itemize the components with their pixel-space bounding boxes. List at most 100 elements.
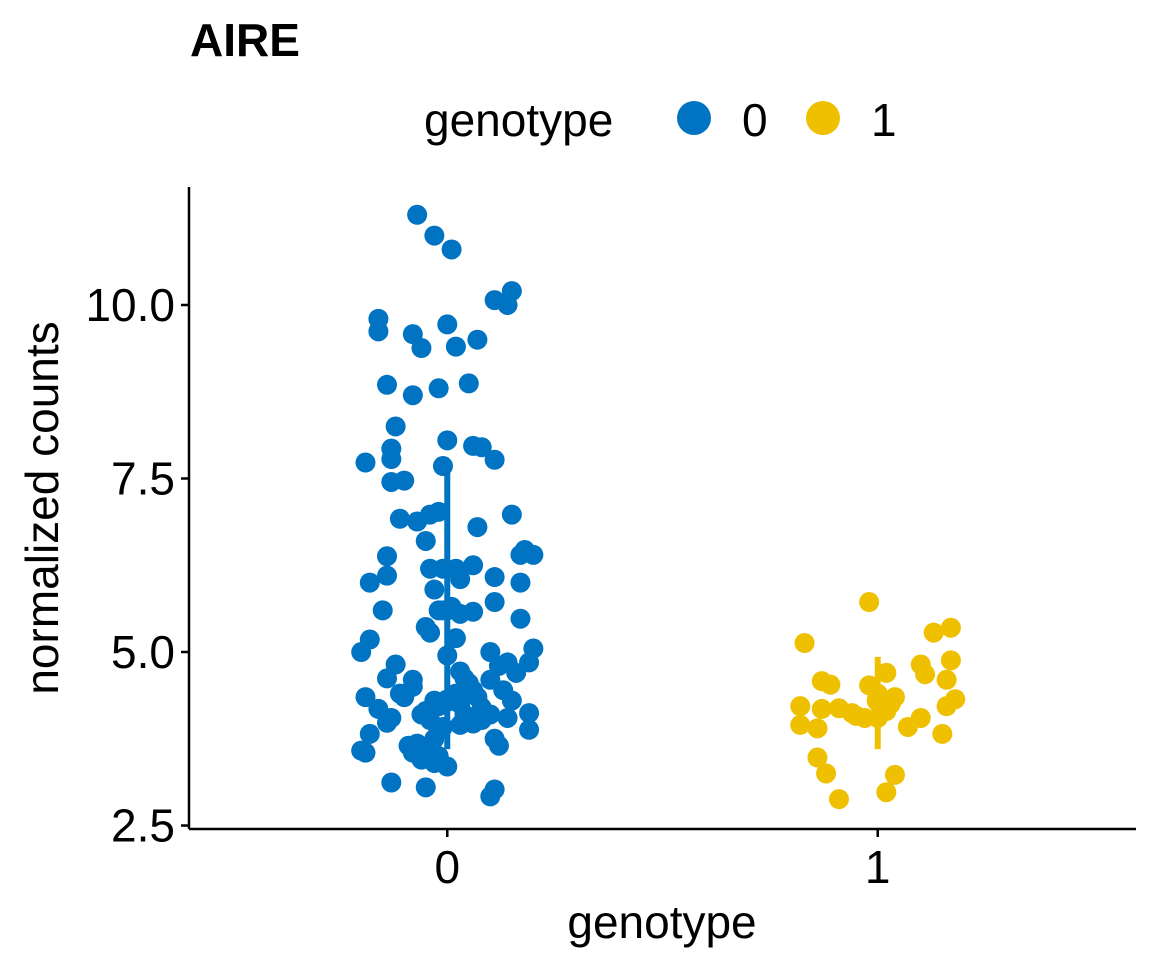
y-tick-label: 7.5 xyxy=(111,453,175,505)
data-point-genotype-1 xyxy=(910,707,931,728)
data-point-genotype-0 xyxy=(497,294,518,315)
data-point-genotype-0 xyxy=(467,329,488,350)
data-point-genotype-0 xyxy=(415,777,436,798)
data-point-genotype-0 xyxy=(428,378,449,399)
data-point-genotype-0 xyxy=(497,707,518,728)
data-point-genotype-0 xyxy=(510,572,531,593)
data-point-genotype-0 xyxy=(463,601,484,622)
data-points xyxy=(351,204,966,810)
data-point-genotype-1 xyxy=(807,747,828,768)
data-point-genotype-1 xyxy=(884,764,905,785)
data-point-genotype-0 xyxy=(501,504,522,525)
data-point-genotype-1 xyxy=(923,622,944,643)
data-point-genotype-0 xyxy=(501,690,522,711)
data-point-genotype-0 xyxy=(411,338,432,359)
x-axis-title: genotype xyxy=(567,896,756,948)
data-point-genotype-0 xyxy=(428,501,449,522)
legend-entry-1: 1 xyxy=(806,94,897,146)
data-point-genotype-0 xyxy=(389,508,410,529)
summary-median-0 xyxy=(436,689,459,712)
data-point-genotype-0 xyxy=(359,572,380,593)
data-point-genotype-0 xyxy=(351,642,372,663)
data-point-genotype-1 xyxy=(816,763,837,784)
data-point-genotype-0 xyxy=(445,336,466,357)
chart-title: AIRE xyxy=(190,14,300,66)
data-point-genotype-1 xyxy=(876,662,897,683)
data-point-genotype-0 xyxy=(484,567,505,588)
data-point-genotype-0 xyxy=(355,452,376,473)
data-point-genotype-0 xyxy=(488,735,509,756)
legend-label: 0 xyxy=(742,94,768,146)
data-point-genotype-0 xyxy=(377,565,398,586)
data-point-genotype-0 xyxy=(359,723,380,744)
legend-label: 1 xyxy=(871,94,897,146)
data-point-genotype-0 xyxy=(484,592,505,613)
data-point-genotype-0 xyxy=(377,546,398,567)
x-tick-label: 1 xyxy=(865,841,891,893)
data-point-genotype-1 xyxy=(932,723,953,744)
data-point-genotype-0 xyxy=(445,628,466,649)
data-point-genotype-1 xyxy=(790,714,811,735)
data-point-genotype-0 xyxy=(458,373,479,394)
data-point-genotype-0 xyxy=(355,742,376,763)
data-point-genotype-0 xyxy=(471,437,492,458)
data-point-genotype-0 xyxy=(385,654,406,675)
data-point-genotype-0 xyxy=(519,719,540,740)
data-point-genotype-1 xyxy=(820,674,841,695)
data-point-genotype-0 xyxy=(407,204,428,225)
data-point-genotype-0 xyxy=(377,374,398,395)
data-point-genotype-1 xyxy=(859,592,880,613)
y-axis-title: normalized counts xyxy=(16,321,68,694)
data-point-genotype-1 xyxy=(940,650,961,671)
summary-bars xyxy=(436,471,889,750)
data-point-genotype-0 xyxy=(519,703,540,724)
data-point-genotype-1 xyxy=(828,789,849,810)
y-tick-label: 10.0 xyxy=(85,279,175,331)
data-point-genotype-0 xyxy=(385,416,406,437)
data-point-genotype-0 xyxy=(355,687,376,708)
x-tick-label: 0 xyxy=(434,841,460,893)
data-point-genotype-1 xyxy=(915,664,936,685)
y-tick-label: 2.5 xyxy=(111,800,175,852)
data-point-genotype-0 xyxy=(510,608,531,629)
legend-entry-0: 0 xyxy=(677,94,768,146)
data-point-genotype-0 xyxy=(394,470,415,491)
data-point-genotype-0 xyxy=(484,449,505,470)
data-point-genotype-0 xyxy=(432,456,453,477)
data-point-genotype-0 xyxy=(463,555,484,576)
data-point-genotype-0 xyxy=(424,753,445,774)
data-point-genotype-0 xyxy=(394,687,415,708)
data-point-genotype-1 xyxy=(811,698,832,719)
legend-title: genotype xyxy=(424,94,613,146)
data-point-genotype-0 xyxy=(377,712,398,733)
data-point-genotype-0 xyxy=(407,733,428,754)
data-point-genotype-0 xyxy=(381,772,402,793)
data-point-genotype-0 xyxy=(437,314,458,335)
data-point-genotype-1 xyxy=(945,689,966,710)
data-point-genotype-0 xyxy=(402,385,423,406)
data-point-genotype-0 xyxy=(437,430,458,451)
data-point-genotype-1 xyxy=(940,617,961,638)
data-point-genotype-1 xyxy=(790,696,811,717)
data-point-genotype-1 xyxy=(876,782,897,803)
data-point-genotype-1 xyxy=(807,718,828,739)
data-point-genotype-0 xyxy=(381,449,402,470)
data-point-genotype-0 xyxy=(368,321,389,342)
data-point-genotype-0 xyxy=(424,225,445,246)
data-point-genotype-1 xyxy=(794,632,815,653)
y-axis-ticks: 2.5 5.0 7.5 10.0 xyxy=(85,279,189,852)
data-point-genotype-0 xyxy=(415,530,436,551)
data-point-genotype-0 xyxy=(484,779,505,800)
data-point-genotype-1 xyxy=(936,669,957,690)
data-point-genotype-0 xyxy=(372,600,393,621)
data-point-genotype-0 xyxy=(467,517,488,538)
y-tick-label: 5.0 xyxy=(111,626,175,678)
data-point-genotype-0 xyxy=(441,239,462,260)
data-point-genotype-0 xyxy=(454,704,475,725)
data-point-genotype-0 xyxy=(523,544,544,565)
